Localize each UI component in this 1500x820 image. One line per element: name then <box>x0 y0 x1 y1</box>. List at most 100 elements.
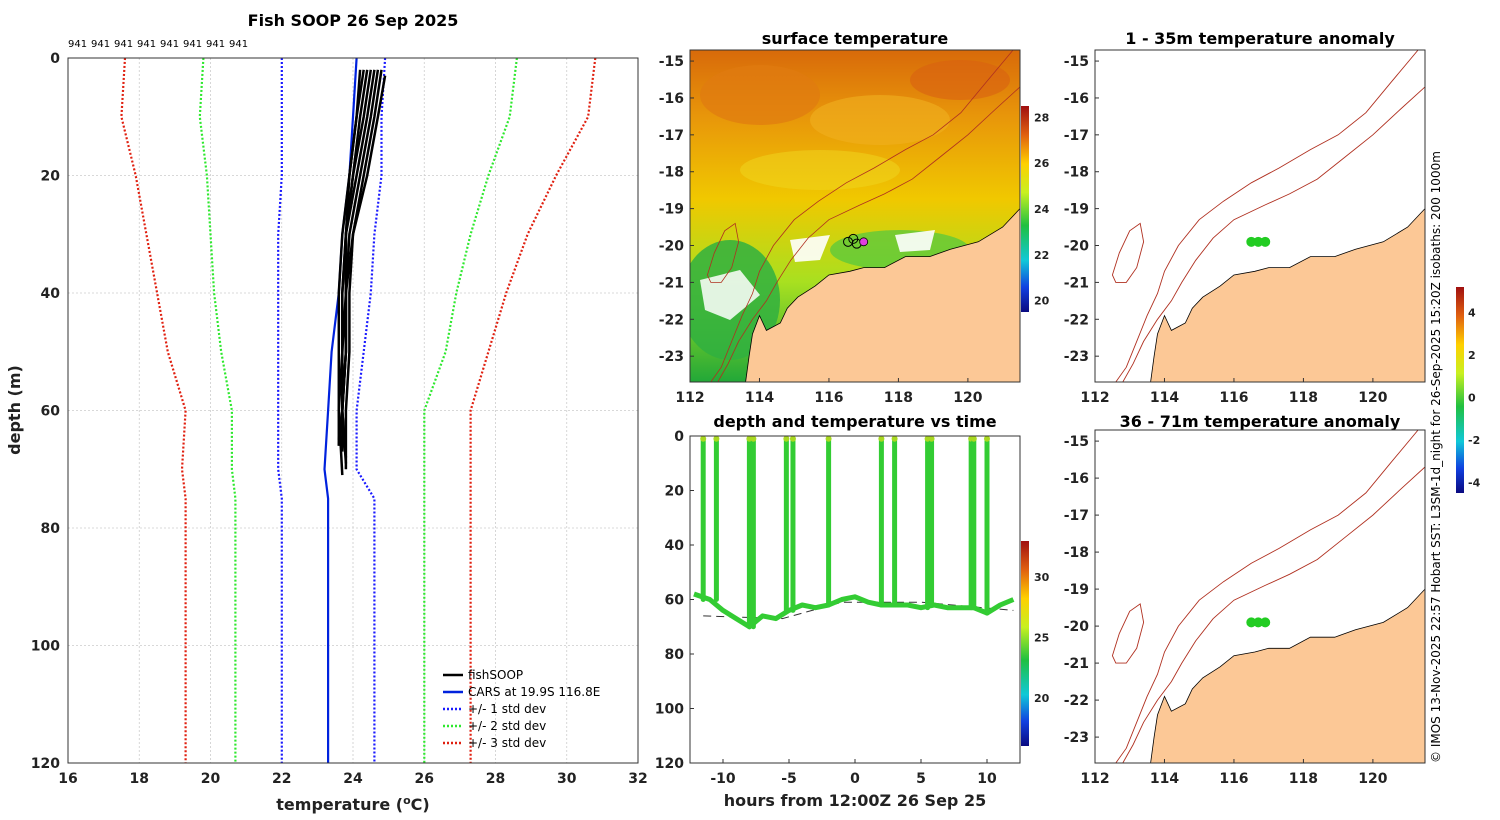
profile-xtick: 24 <box>343 771 363 787</box>
anomaly2-axes-box <box>1094 429 1426 764</box>
cast-id-label: 941 <box>206 39 225 50</box>
timeseries-plot <box>693 436 1015 630</box>
legend-std2: +/- 2 std dev <box>468 719 546 733</box>
map-xtick: 114 <box>1150 390 1179 406</box>
map-ytick: -17 <box>1064 508 1089 524</box>
anomaly-colorbar <box>1456 287 1464 493</box>
map-ytick: -23 <box>1064 349 1089 365</box>
cast-surface-point <box>713 436 720 442</box>
cast-surface-point <box>970 436 977 442</box>
legend-fishsoop: fishSOOP <box>468 668 523 682</box>
anomaly2-ticks: 112 114 116 118 120 -15 -16 -17 -18 -19 -20 -21 -22 -… <box>1064 434 1388 787</box>
anomaly-colorbar-tick: 0 <box>1468 391 1476 404</box>
legend-std3: +/- 3 std dev <box>468 736 546 750</box>
profile-xtick: 32 <box>628 771 647 787</box>
island-isobath <box>1111 222 1145 283</box>
ts-ytick: 80 <box>665 647 685 663</box>
sst-isobaths <box>706 50 1020 382</box>
cast-surface-point <box>891 436 898 442</box>
anomaly2-title: 36 - 71m temperature anomaly <box>1120 412 1401 431</box>
cast-surface-point <box>789 436 796 442</box>
cast-id-label: 941 <box>137 39 156 50</box>
profile-line-fishsoop-5 <box>337 69 365 476</box>
map-ytick: -18 <box>1064 165 1089 181</box>
sst-warm-patch <box>700 65 820 125</box>
sst-cloud-mask <box>790 235 830 262</box>
profile-xtick: 28 <box>486 771 505 787</box>
anomaly2-panel: 36 - 71m temperature anomaly 112 114 116 11… <box>1064 412 1426 787</box>
legend-std1: +/- 1 std dev <box>468 702 546 716</box>
cast-id-label: 941 <box>183 39 202 50</box>
cast-surface-point <box>750 436 757 442</box>
isobath-200m <box>1122 466 1425 763</box>
sst-ticks: 112 114 116 118 120 -15 -16 -17 -18 -19 -20 -21 -22 -… <box>659 54 983 406</box>
profile-xlabel: temperature (oC) <box>276 794 429 814</box>
sst-colorbar-tick: 26 <box>1034 157 1050 170</box>
map-xtick: 120 <box>953 390 982 406</box>
map-ytick: -15 <box>1064 54 1089 70</box>
timeseries-title: depth and temperature vs time <box>713 412 996 431</box>
island-isobath <box>1111 603 1145 664</box>
cast-surface-point <box>928 436 935 442</box>
anomaly-point <box>1253 617 1264 628</box>
sst-title: surface temperature <box>762 29 949 48</box>
map-ytick: -19 <box>1064 202 1089 218</box>
anomaly1-panel: 1 - 35m temperature anomaly 112 114 116 118… <box>1064 29 1426 406</box>
cast-id-labels: 941 941 941 941 941 941 941 941 <box>68 39 248 50</box>
ts-colorbar-tick: 25 <box>1034 631 1049 644</box>
sst-colorbar-tick: 22 <box>1034 249 1049 262</box>
map-ytick: -22 <box>1064 312 1089 328</box>
map-ytick: -22 <box>1064 693 1089 709</box>
legend-cars: CARS at 19.9S 116.8E <box>468 685 600 699</box>
profile-ytick: 0 <box>50 51 60 67</box>
ts-xtick: 5 <box>916 771 926 787</box>
profile-lines <box>120 58 597 763</box>
map-ytick: -20 <box>659 239 685 255</box>
profile-ytick: 60 <box>41 404 61 420</box>
map-ytick: -19 <box>1064 582 1089 598</box>
cast-id-label: 941 <box>91 39 110 50</box>
map-ytick: -21 <box>1064 275 1089 291</box>
isobath-200m <box>1122 86 1425 382</box>
profile-xtick: 30 <box>557 771 577 787</box>
anomaly-point <box>1246 236 1257 247</box>
map-ytick: -17 <box>1064 128 1089 144</box>
sst-map-image <box>690 50 1020 382</box>
cast-surface-point <box>783 436 790 442</box>
map-xtick: 120 <box>1358 771 1387 787</box>
sst-colorbar-tick: 24 <box>1034 203 1050 216</box>
cast-surface-point <box>700 436 707 442</box>
map-xtick: 118 <box>1289 390 1318 406</box>
ts-ytick: 40 <box>665 538 685 554</box>
map-ytick: -23 <box>659 349 684 365</box>
ts-ytick: 20 <box>665 484 685 500</box>
anomaly-colorbar-ticks: 4 2 0 -2 -4 <box>1468 306 1481 489</box>
bottom-track <box>693 591 1015 630</box>
cast-surface-point <box>878 436 885 442</box>
profile-xtick: 16 <box>58 771 77 787</box>
sst-land <box>745 208 1020 382</box>
profile-ylabel: depth (m) <box>5 365 24 455</box>
profile-grid <box>68 58 638 763</box>
land <box>1150 208 1425 382</box>
map-ytick: -15 <box>659 54 684 70</box>
profile-ytick: 40 <box>41 286 61 302</box>
ts-xtick: 0 <box>850 771 860 787</box>
map-xtick: 116 <box>814 390 843 406</box>
map-xtick: 114 <box>1150 771 1179 787</box>
anomaly-point <box>1260 617 1271 628</box>
cast-surface-point <box>984 436 990 442</box>
anomaly-colorbar-tick: 2 <box>1468 349 1476 362</box>
cast-id-label: 941 <box>160 39 179 50</box>
cast-surface-point <box>825 436 832 442</box>
profile-axes-box <box>67 57 639 764</box>
profile-xtick: 18 <box>130 771 149 787</box>
map-xtick: 112 <box>1080 771 1109 787</box>
sst-axes-box <box>689 49 1021 383</box>
timeseries-colorbar <box>1021 541 1029 746</box>
map-ytick: -16 <box>1064 91 1089 107</box>
map-ytick: -16 <box>1064 471 1089 487</box>
credit-text: © IMOS 13-Nov-2025 22:57 Hobart SST: L3S… <box>1429 151 1443 763</box>
profile-line-fishsoop-3 <box>344 69 383 470</box>
